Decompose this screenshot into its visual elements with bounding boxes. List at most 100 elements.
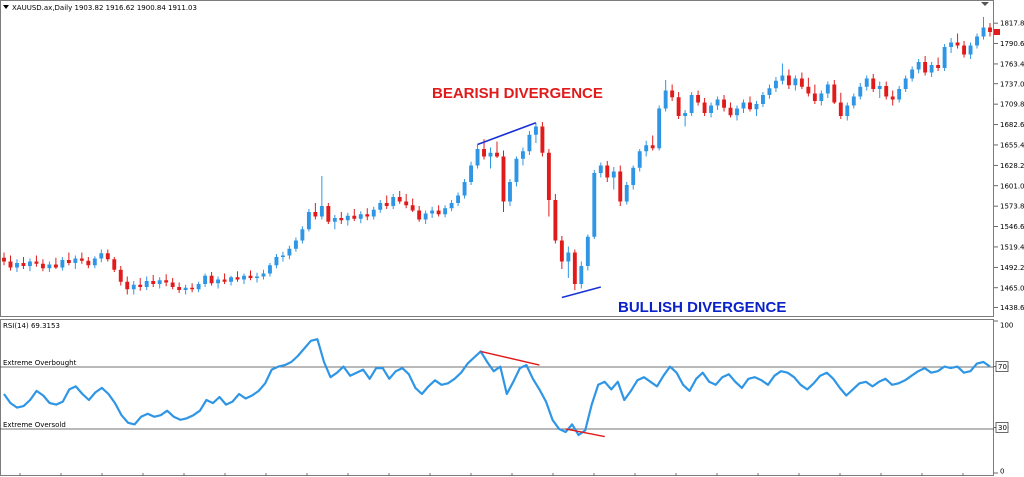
level-box-label: 30 bbox=[998, 424, 1007, 432]
candle-body bbox=[929, 65, 934, 73]
candle-body bbox=[514, 158, 519, 182]
candle-body bbox=[274, 257, 279, 266]
candle-body bbox=[287, 248, 292, 256]
candle-body bbox=[741, 102, 746, 109]
bullish-divergence-label: BULLISH DIVERGENCE bbox=[618, 299, 786, 316]
candle-body bbox=[293, 240, 298, 249]
candle-body bbox=[449, 203, 454, 209]
rsi-label: RSI(14) 69.3153 bbox=[3, 322, 60, 330]
candle-body bbox=[949, 42, 954, 47]
candle-body bbox=[423, 213, 428, 220]
candle-body bbox=[663, 90, 668, 109]
candle-body bbox=[605, 165, 610, 178]
candle-body bbox=[611, 171, 616, 178]
price-tick-label: 1573.80 bbox=[1000, 203, 1024, 211]
candle-body bbox=[832, 84, 837, 103]
dropdown-triangle-icon[interactable] bbox=[3, 5, 9, 9]
candle-body bbox=[242, 275, 246, 280]
candle-body bbox=[235, 277, 240, 280]
level-box bbox=[995, 361, 1009, 373]
oversold-label: Extreme Oversold bbox=[3, 421, 66, 429]
candle-body bbox=[838, 102, 843, 116]
candle-body bbox=[754, 104, 759, 110]
price-panel-frame bbox=[0, 0, 994, 317]
candle-body bbox=[689, 95, 694, 113]
current-price-marker bbox=[994, 29, 1000, 35]
price-tick-label: 1790.60 bbox=[1000, 40, 1024, 48]
candle-body bbox=[345, 215, 350, 221]
candle-body bbox=[657, 108, 662, 149]
candle-body bbox=[144, 281, 149, 287]
candle-body bbox=[988, 27, 992, 32]
candle-body bbox=[806, 86, 811, 94]
candle-body bbox=[53, 264, 58, 268]
price-tick-label: 1682.60 bbox=[1000, 121, 1024, 129]
candle-body bbox=[845, 105, 850, 116]
candle-body bbox=[910, 69, 915, 79]
candle-body bbox=[773, 80, 778, 89]
candle-body bbox=[2, 257, 6, 262]
price-tick-label: 1763.40 bbox=[1000, 60, 1024, 68]
candle-body bbox=[99, 253, 104, 259]
candle-body bbox=[825, 84, 830, 94]
rsi-series bbox=[3, 338, 991, 437]
price-tick-label: 1546.60 bbox=[1000, 223, 1024, 231]
candle-body bbox=[384, 203, 389, 206]
candle-body bbox=[8, 261, 13, 268]
candle-body bbox=[332, 218, 337, 222]
candle-body bbox=[73, 258, 78, 263]
bearish-divergence-label: BEARISH DIVERGENCE bbox=[432, 85, 603, 102]
price-tick-label: 1737.00 bbox=[1000, 80, 1024, 88]
candle-body bbox=[799, 78, 804, 87]
candle-body bbox=[131, 284, 136, 290]
price-tick-label: 1465.00 bbox=[1000, 284, 1024, 292]
candle-body bbox=[222, 279, 227, 282]
candle-body bbox=[203, 275, 208, 284]
candle-body bbox=[546, 152, 551, 200]
candle-body bbox=[676, 97, 681, 116]
candle-body bbox=[462, 182, 467, 196]
bearish-rsi-divergence-line bbox=[480, 350, 540, 366]
candle-body bbox=[60, 260, 65, 268]
candle-body bbox=[255, 276, 259, 278]
candle-body bbox=[942, 47, 947, 68]
candle-body bbox=[196, 284, 201, 290]
candle-body bbox=[521, 151, 525, 159]
candle-body bbox=[624, 185, 629, 202]
rsi-tick-label: 100 bbox=[1000, 322, 1013, 330]
price-tick-label: 1601.00 bbox=[1000, 182, 1024, 190]
candle-body bbox=[300, 229, 305, 241]
level-box bbox=[995, 421, 1009, 433]
candle-body bbox=[579, 266, 584, 284]
candle-body bbox=[358, 214, 363, 219]
price-tick-label: 1492.20 bbox=[1000, 264, 1024, 272]
candle-body bbox=[650, 145, 655, 149]
candle-body bbox=[47, 264, 52, 269]
candle-body bbox=[268, 265, 272, 274]
overbought-label: Extreme Overbought bbox=[3, 359, 77, 367]
candle-body bbox=[112, 259, 117, 270]
candle-body bbox=[540, 126, 545, 153]
candle-body bbox=[767, 88, 772, 95]
candle-body bbox=[365, 214, 370, 217]
candle-body bbox=[637, 151, 642, 168]
candle-body bbox=[890, 96, 895, 100]
candle-body bbox=[469, 165, 473, 182]
price-tick-label: 1655.40 bbox=[1000, 141, 1024, 149]
candle-body bbox=[397, 197, 402, 202]
candle-body bbox=[916, 62, 921, 70]
candle-body bbox=[709, 105, 714, 113]
candle-body bbox=[644, 145, 649, 152]
candle-body bbox=[436, 210, 441, 215]
candle-body bbox=[216, 279, 221, 284]
candle-body bbox=[86, 260, 91, 266]
candle-body bbox=[955, 42, 960, 46]
candle-body bbox=[326, 206, 331, 222]
candle-body bbox=[151, 281, 156, 284]
candle-body bbox=[482, 149, 486, 157]
price-tick-label: 1519.40 bbox=[1000, 243, 1024, 251]
bullish-price-divergence-line bbox=[561, 286, 601, 299]
rsi-panel-frame bbox=[0, 319, 994, 476]
bearish-price-divergence-line bbox=[477, 122, 537, 146]
